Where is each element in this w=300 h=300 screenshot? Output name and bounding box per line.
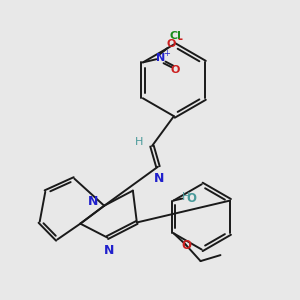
- Text: H: H: [135, 137, 143, 147]
- Text: O: O: [170, 65, 179, 75]
- Text: O: O: [186, 192, 196, 205]
- Text: N: N: [104, 244, 114, 257]
- Text: O: O: [181, 239, 191, 253]
- Text: O: O: [166, 39, 175, 49]
- Text: N: N: [156, 53, 165, 63]
- Text: +: +: [163, 49, 170, 58]
- Text: N: N: [88, 195, 98, 208]
- Text: H: H: [182, 192, 190, 202]
- Text: N: N: [154, 172, 164, 185]
- Text: Cl: Cl: [169, 31, 181, 41]
- Text: -: -: [177, 33, 182, 46]
